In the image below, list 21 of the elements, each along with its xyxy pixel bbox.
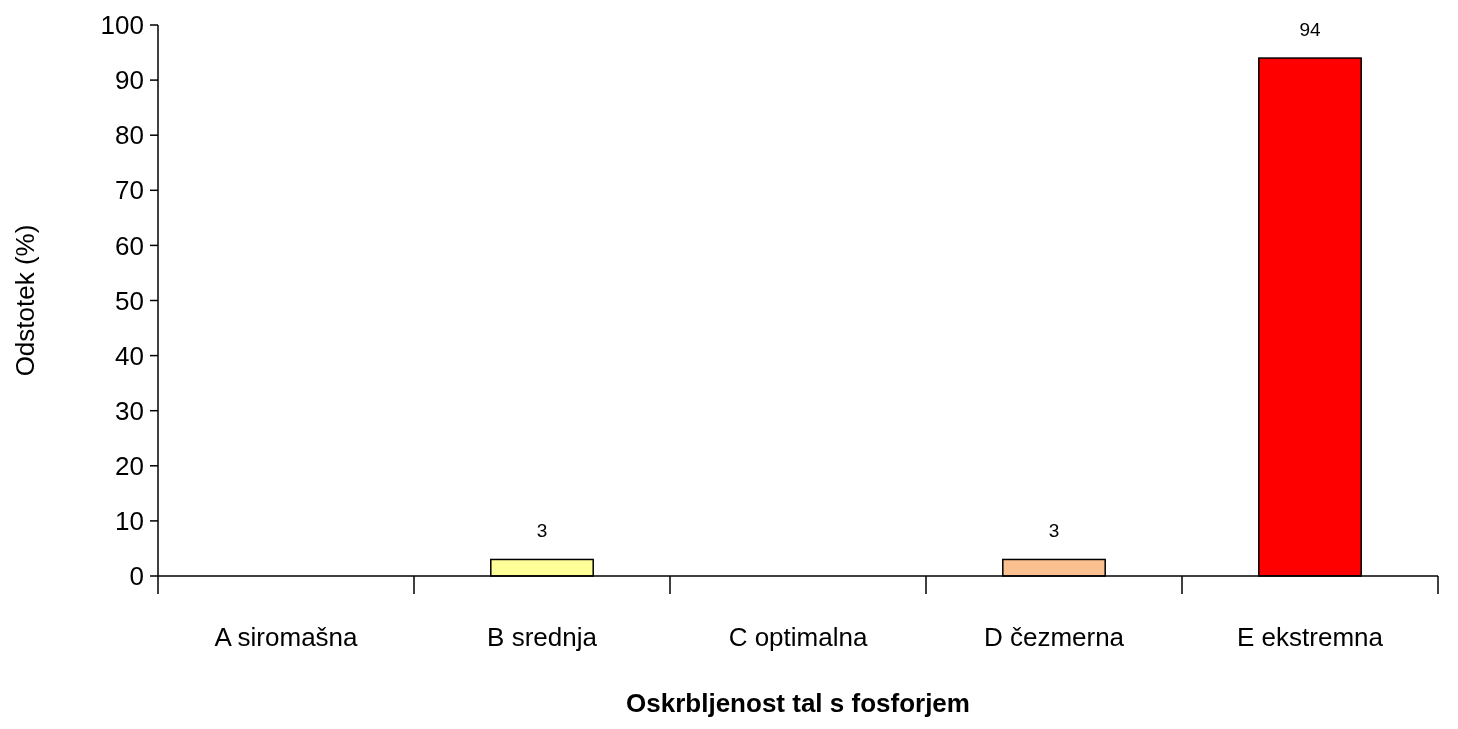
y-tick-label: 30 xyxy=(115,395,144,426)
x-tick-label: B srednja xyxy=(487,622,598,652)
x-tick-label: D čezmerna xyxy=(983,622,1125,652)
y-tick-label: 40 xyxy=(115,340,144,371)
y-tick-label: 60 xyxy=(115,230,144,261)
y-tick-label: 50 xyxy=(115,285,144,316)
data-label: 94 xyxy=(1299,19,1321,41)
x-axis-title: Oskrbljenost tal s fosforjem xyxy=(626,688,970,718)
y-tick-label: 80 xyxy=(115,120,144,151)
data-label: 3 xyxy=(1048,520,1060,542)
x-tick-label: C optimalna xyxy=(728,622,868,652)
y-tick-label: 90 xyxy=(115,65,144,96)
y-tick-label: 10 xyxy=(115,506,144,536)
x-tick-label: E ekstremna xyxy=(1237,622,1384,652)
y-tick-label: 20 xyxy=(115,450,144,481)
y-tick-label: 70 xyxy=(115,175,144,206)
y-tick-label: 0 xyxy=(129,561,144,592)
data-label: 3 xyxy=(536,520,548,542)
y-tick-label: 100 xyxy=(100,10,144,41)
x-tick-label: A siromašna xyxy=(214,622,359,652)
y-axis-title: Odstotek (%) xyxy=(10,224,40,377)
